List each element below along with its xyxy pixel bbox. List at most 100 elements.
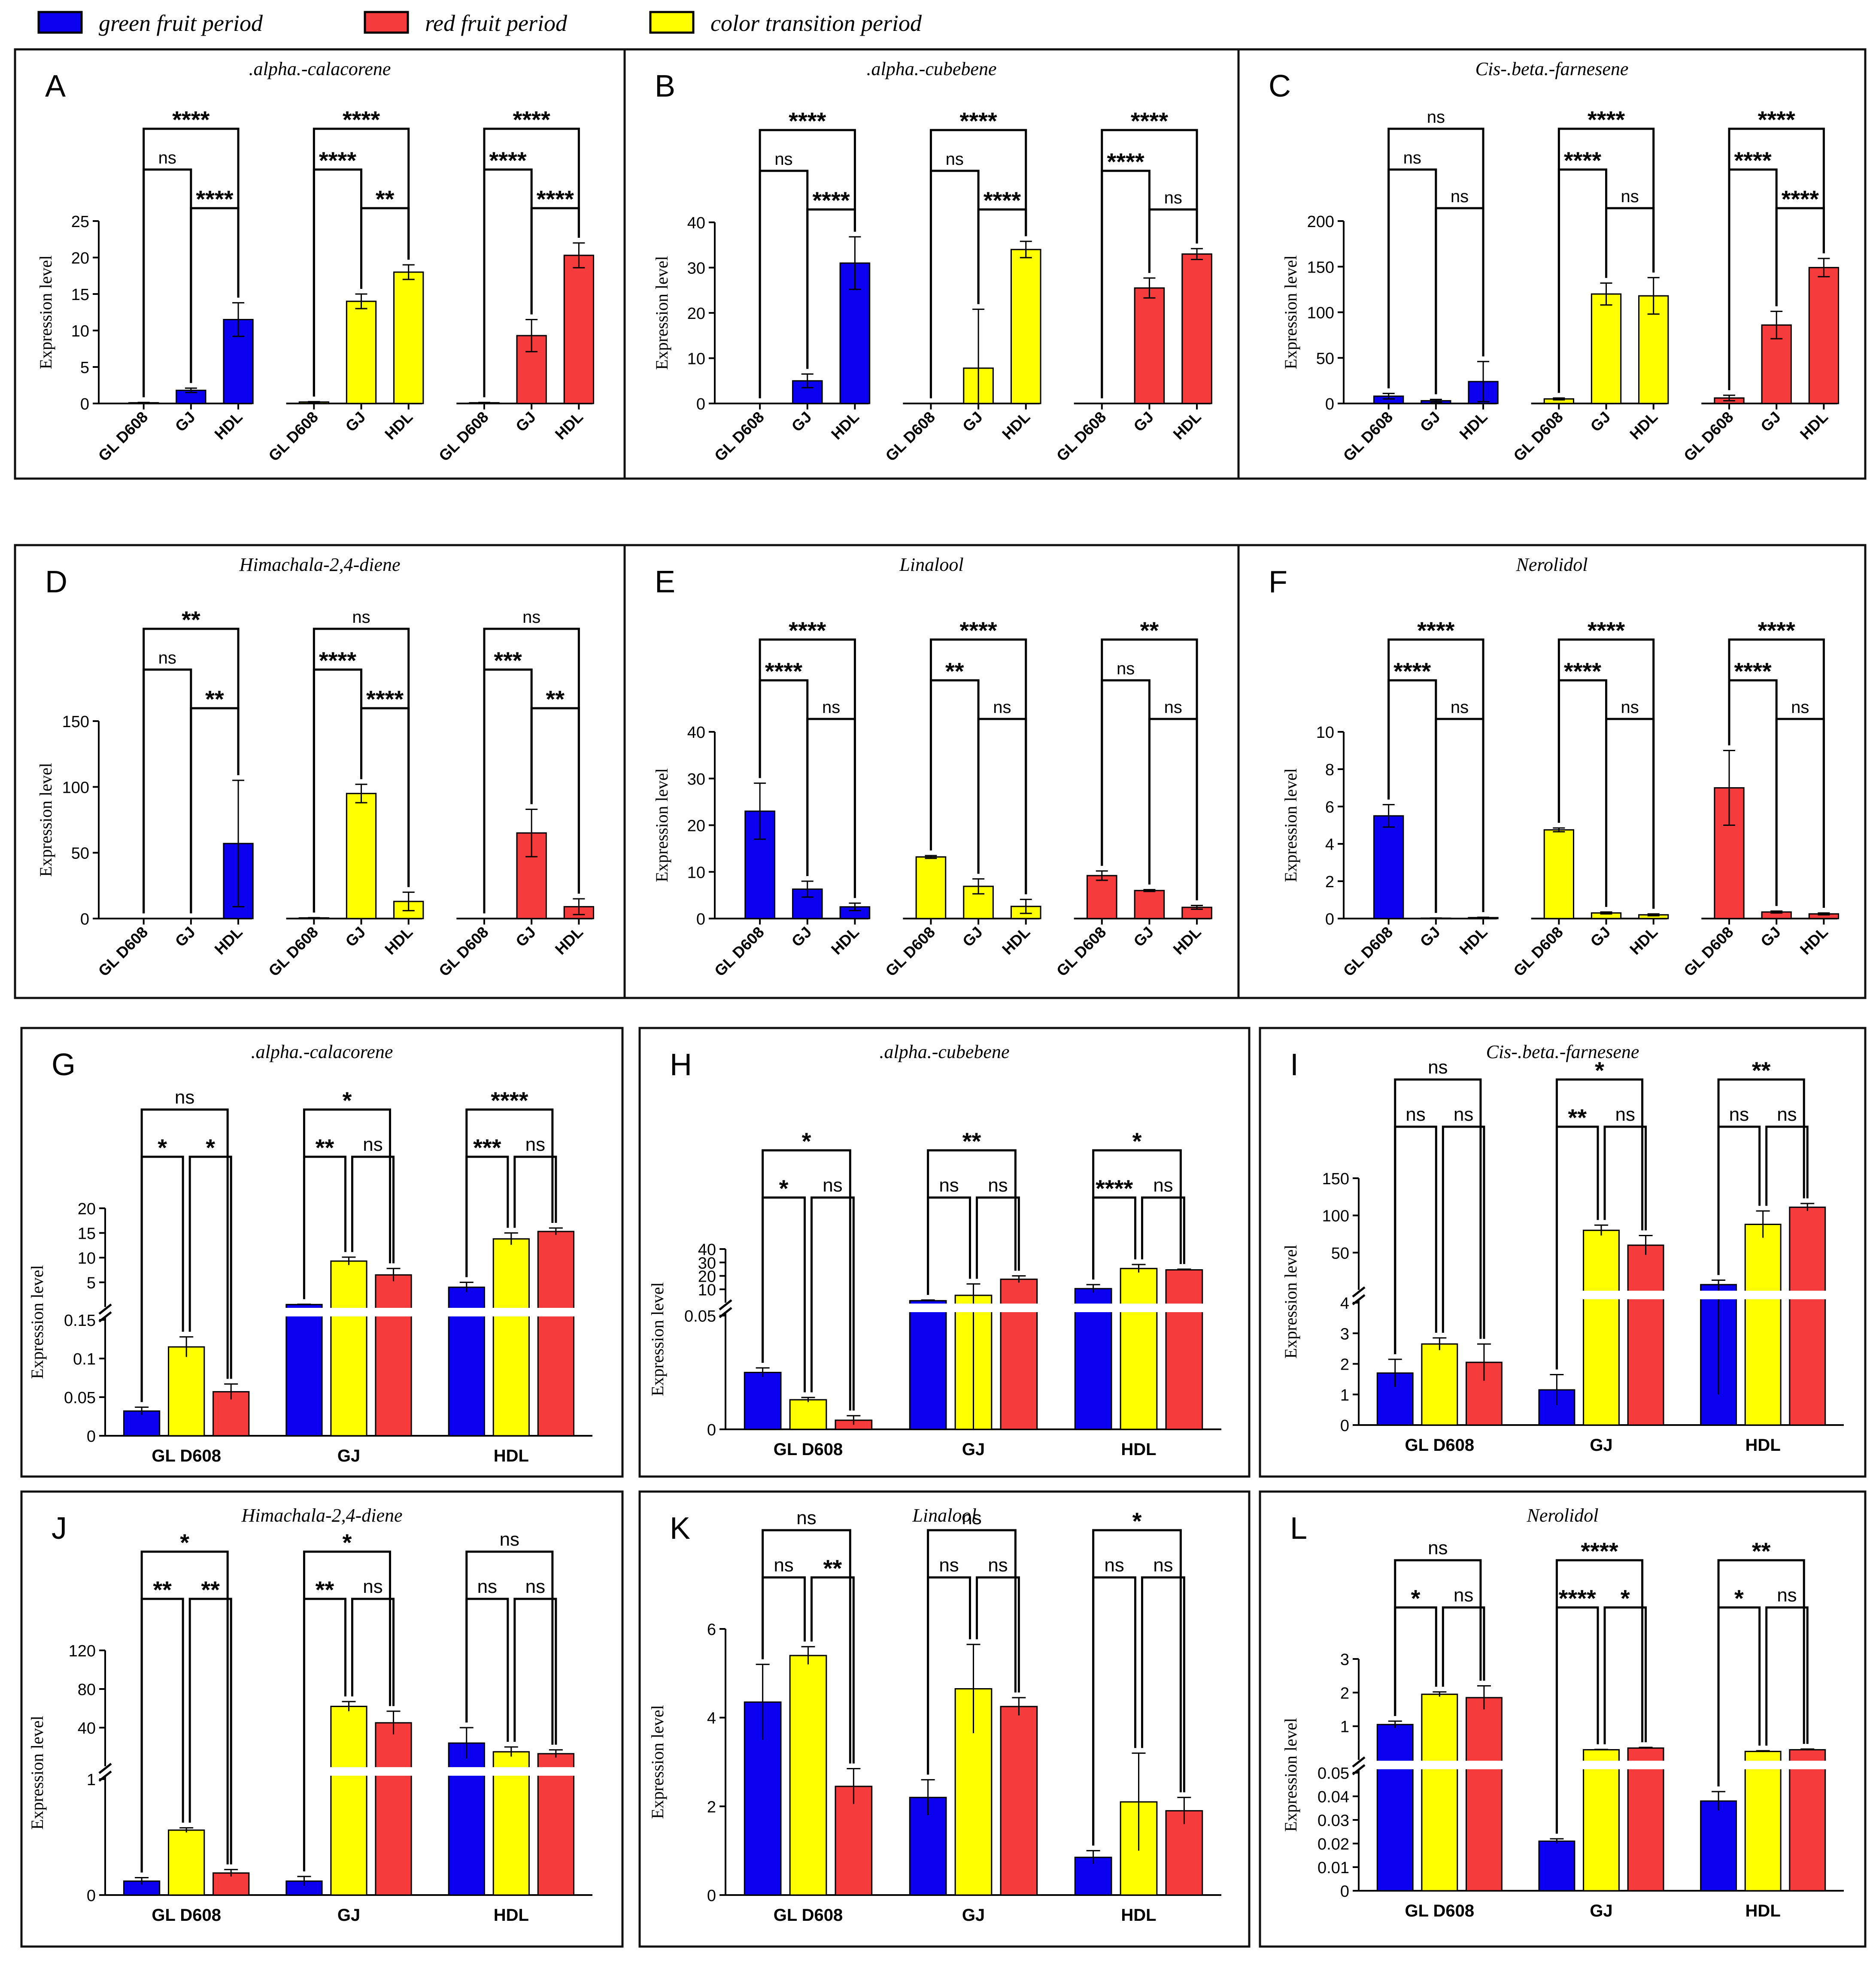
significance-bracket xyxy=(1394,1125,1437,1354)
x-tick-label: GL D608 xyxy=(1405,1436,1475,1455)
significance-label: * xyxy=(343,1087,352,1114)
significance-label: ns xyxy=(1164,188,1182,207)
bar-red-period xyxy=(1627,1747,1664,1892)
significance-bracket xyxy=(811,1576,855,1764)
x-tick-label: GL D608 xyxy=(95,923,152,980)
significance-label: ** xyxy=(1140,617,1159,644)
significance-bracket xyxy=(483,628,580,913)
chart-panel-e: E Linalool 0 10 20 30 40 Expression level GL D60… xyxy=(623,544,1240,999)
significance-label: ns xyxy=(962,1507,981,1528)
panel-letter: B xyxy=(655,69,675,103)
significance-label: **** xyxy=(319,647,356,674)
significance-label: ns xyxy=(988,1555,1008,1576)
significance-label: **** xyxy=(1581,1537,1618,1565)
y-tick-label: 40 xyxy=(687,214,705,232)
y-tick-label: 4 xyxy=(707,1710,716,1728)
panel-letter: F xyxy=(1269,565,1287,599)
y-tick-label: 15 xyxy=(78,1225,96,1243)
significance-bracket xyxy=(927,1196,971,1295)
bar-green-period xyxy=(285,1304,323,1437)
panel-title: .alpha.-calacorene xyxy=(249,58,391,79)
significance-bracket xyxy=(762,1529,851,1764)
significance-label: * xyxy=(802,1128,811,1155)
y-axis-label: Expression level xyxy=(1281,1245,1300,1359)
bar-green-period xyxy=(123,1410,161,1437)
y-tick-label: 1 xyxy=(1340,1386,1349,1404)
significance-bracket xyxy=(143,168,192,397)
significance-label: **** xyxy=(813,187,850,214)
significance-label: ns xyxy=(1164,698,1182,717)
significance-label: *** xyxy=(473,1134,501,1161)
significance-bracket xyxy=(1717,1559,1805,1786)
y-tick-label: 0 xyxy=(1340,1417,1349,1435)
x-tick-label: GJ xyxy=(172,923,199,950)
y-tick-label: 3 xyxy=(1340,1325,1349,1343)
x-tick-label: GJ xyxy=(512,923,539,950)
y-tick-label: 120 xyxy=(69,1642,96,1660)
y-tick-label: 10 xyxy=(1316,724,1334,742)
axis-break-mark xyxy=(719,1299,732,1310)
y-tick-label: 10 xyxy=(698,1281,716,1299)
y-axis-label: Expression level xyxy=(1281,255,1300,370)
significance-bracket xyxy=(1101,679,1150,885)
significance-bracket xyxy=(1605,207,1655,278)
panel-border xyxy=(20,1027,624,1478)
significance-label: **** xyxy=(319,147,356,174)
significance-bracket xyxy=(1717,1078,1805,1275)
x-tick-label: GJ xyxy=(962,1440,985,1459)
y-tick-label: 0 xyxy=(696,395,705,413)
significance-label: **** xyxy=(1588,617,1625,644)
significance-bracket xyxy=(313,127,410,397)
significance-bracket xyxy=(811,1196,855,1411)
significance-label: ns xyxy=(158,149,176,167)
y-tick-label: 0 xyxy=(707,1887,716,1905)
significance-bracket xyxy=(140,1550,229,1873)
x-tick-label: GL D608 xyxy=(774,1440,843,1459)
significance-label: * xyxy=(1411,1585,1421,1612)
panel-title: .alpha.-cubebene xyxy=(880,1041,1010,1062)
axis-break-gap xyxy=(1066,1304,1211,1312)
significance-bracket xyxy=(929,679,980,874)
axis-break-gap xyxy=(735,1304,881,1312)
significance-bracket xyxy=(1728,127,1825,390)
significance-bracket xyxy=(976,1576,1020,1693)
panel-border xyxy=(1259,1490,1867,1948)
x-tick-label: HDL xyxy=(494,1446,529,1465)
y-tick-label: 200 xyxy=(1307,213,1334,231)
x-tick-label: GJ xyxy=(1590,1901,1612,1920)
x-tick-label: HDL xyxy=(1745,1901,1781,1920)
x-tick-label: HDL xyxy=(1169,408,1204,443)
legend-label: red fruit period xyxy=(425,10,568,36)
significance-bracket xyxy=(313,628,410,913)
y-tick-label: 0.05 xyxy=(684,1307,716,1325)
significance-bracket xyxy=(927,1149,1017,1295)
significance-label: **** xyxy=(489,147,527,174)
significance-label: ns xyxy=(352,608,370,627)
x-tick-label: GL D608 xyxy=(95,408,152,465)
significance-bracket xyxy=(1141,1196,1185,1264)
chart-panel-c: C Cis-.beta.-farnesene 0 50 100 150 200 Express… xyxy=(1237,48,1867,480)
y-tick-label: 30 xyxy=(687,260,705,278)
significance-label: ns xyxy=(946,150,964,169)
bar-color-transition xyxy=(330,1260,367,1437)
x-tick-label: GL D608 xyxy=(882,408,938,465)
significance-bracket xyxy=(351,1598,395,1706)
y-tick-label: 150 xyxy=(62,713,89,731)
bar-color-transition xyxy=(1744,1223,1782,1426)
significance-label: ns xyxy=(1104,1555,1124,1576)
bar-color-transition xyxy=(789,1655,827,1896)
significance-label: ** xyxy=(205,685,224,713)
significance-label: ns xyxy=(1451,698,1469,717)
significance-label: **** xyxy=(789,107,826,134)
x-tick-label: GL D608 xyxy=(711,408,768,465)
significance-label: **** xyxy=(1096,1175,1133,1202)
significance-label: ns xyxy=(1777,1585,1797,1606)
significance-bracket xyxy=(1435,207,1484,394)
significance-bracket xyxy=(513,1598,557,1745)
panel-letter: C xyxy=(1269,69,1291,103)
significance-bracket xyxy=(143,668,192,913)
x-tick-label: HDL xyxy=(1456,408,1490,443)
x-tick-label: HDL xyxy=(1121,1906,1156,1925)
significance-label: **** xyxy=(196,185,233,212)
